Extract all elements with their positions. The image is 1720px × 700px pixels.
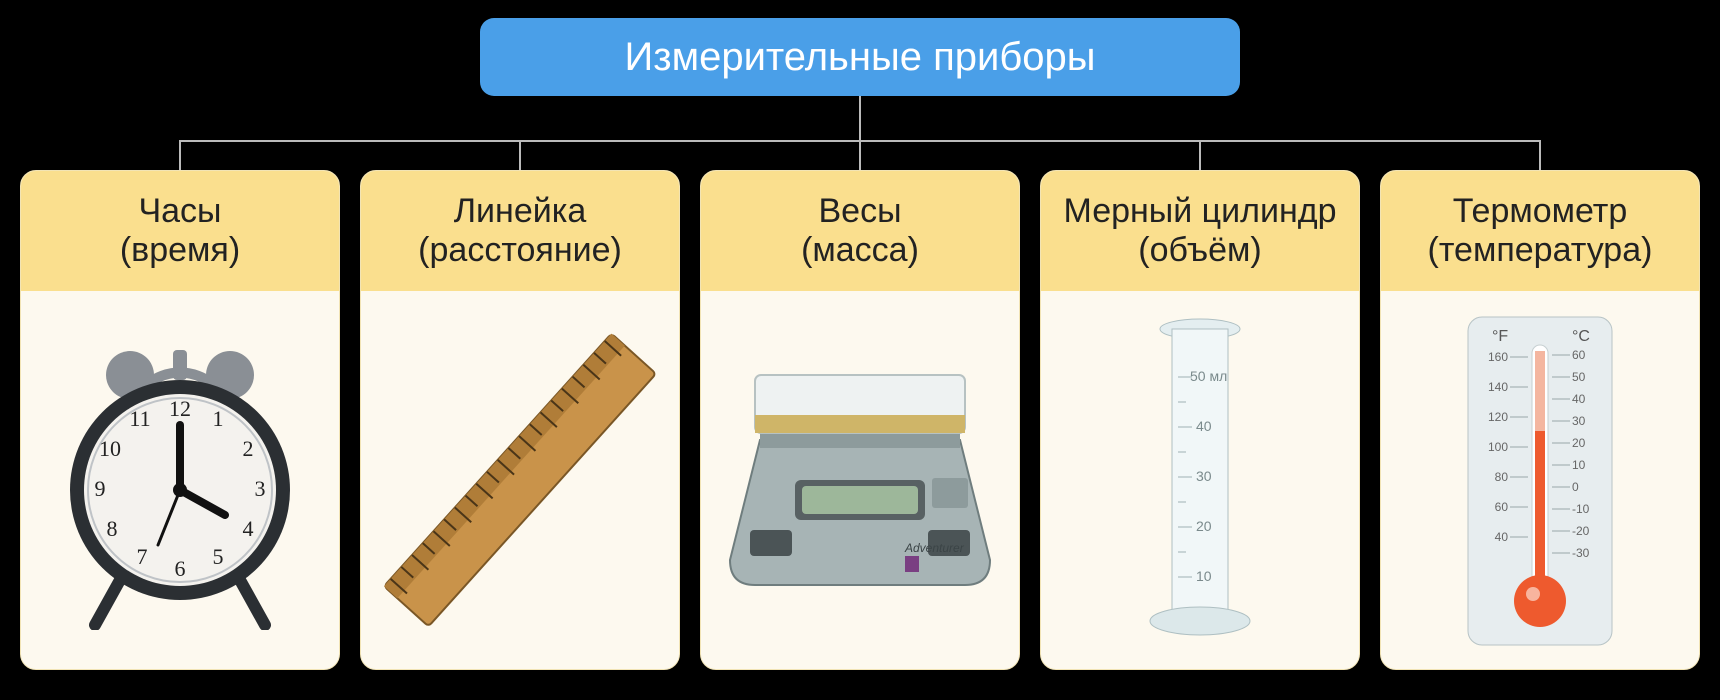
connector [1199,140,1201,170]
card-title: Термометр [1453,192,1628,231]
svg-text:-10: -10 [1572,502,1590,516]
svg-text:°C: °C [1572,328,1590,345]
card-title: Часы [138,192,221,231]
svg-text:10: 10 [1572,458,1586,472]
svg-text:20: 20 [1572,436,1586,450]
card-sub: (объём) [1138,231,1261,270]
card-thermometer: Термометр (температура) °F °C [1380,170,1700,670]
svg-text:120: 120 [1488,410,1508,424]
graduated-cylinder-icon: 50 мл 40 30 20 10 [1120,311,1280,651]
svg-text:40: 40 [1572,392,1586,406]
card-body [361,291,679,669]
svg-text:80: 80 [1495,470,1509,484]
svg-text:-30: -30 [1572,546,1590,560]
connector [859,140,861,170]
svg-text:°F: °F [1492,328,1508,345]
svg-text:8: 8 [107,516,118,541]
svg-text:1: 1 [213,406,224,431]
svg-text:140: 140 [1488,380,1508,394]
svg-text:6: 6 [175,556,186,581]
card-body: Adventurer [701,291,1019,669]
clock-icon: 12 1 2 3 4 5 6 7 8 9 10 11 [50,330,310,630]
card-header: Мерный цилиндр (объём) [1041,171,1359,291]
connector [859,96,861,140]
card-sub: (время) [120,231,240,270]
svg-text:12: 12 [169,396,191,421]
connector [179,140,181,170]
svg-text:30: 30 [1196,468,1212,484]
card-ruler: Линейка (расстояние) [360,170,680,670]
connector [519,140,521,170]
ruler-icon [380,330,660,630]
svg-text:50 мл: 50 мл [1190,368,1227,384]
card-title: Линейка [454,192,587,231]
svg-text:7: 7 [137,544,148,569]
svg-text:20: 20 [1196,518,1212,534]
cards-row: Часы (время) [20,170,1700,670]
card-body: 12 1 2 3 4 5 6 7 8 9 10 11 [21,291,339,669]
card-title: Весы [818,192,901,231]
svg-text:10: 10 [99,436,121,461]
card-body: °F °C 160 140 120 100 [1381,291,1699,670]
svg-text:40: 40 [1495,530,1509,544]
card-cylinder: Мерный цилиндр (объём) 50 мл 40 30 20 10 [1040,170,1360,670]
card-title: Мерный цилиндр [1064,192,1337,231]
svg-text:60: 60 [1495,500,1509,514]
svg-text:-20: -20 [1572,524,1590,538]
card-body: 50 мл 40 30 20 10 [1041,291,1359,670]
connector [1539,140,1541,170]
card-header: Часы (время) [21,171,339,291]
thermometer-icon: °F °C 160 140 120 100 [1450,311,1630,651]
card-header: Термометр (температура) [1381,171,1699,291]
svg-text:9: 9 [95,476,106,501]
svg-text:2: 2 [243,436,254,461]
svg-text:4: 4 [243,516,254,541]
svg-text:160: 160 [1488,350,1508,364]
card-clock: Часы (время) [20,170,340,670]
card-header: Весы (масса) [701,171,1019,291]
svg-text:40: 40 [1196,418,1212,434]
svg-text:30: 30 [1572,414,1586,428]
scale-icon: Adventurer [710,330,1010,630]
svg-text:60: 60 [1572,348,1586,362]
root-label: Измерительные приборы [625,35,1096,80]
card-sub: (расстояние) [418,231,622,270]
svg-text:0: 0 [1572,480,1579,494]
svg-text:5: 5 [213,544,224,569]
svg-text:3: 3 [255,476,266,501]
svg-text:100: 100 [1488,440,1508,454]
svg-text:50: 50 [1572,370,1586,384]
card-header: Линейка (расстояние) [361,171,679,291]
svg-text:10: 10 [1196,568,1212,584]
card-scale: Весы (масса) [700,170,1020,670]
svg-text:Adventurer: Adventurer [904,541,965,555]
svg-text:11: 11 [129,406,150,431]
root-node: Измерительные приборы [480,18,1240,96]
card-sub: (масса) [801,231,919,270]
card-sub: (температура) [1428,231,1653,270]
